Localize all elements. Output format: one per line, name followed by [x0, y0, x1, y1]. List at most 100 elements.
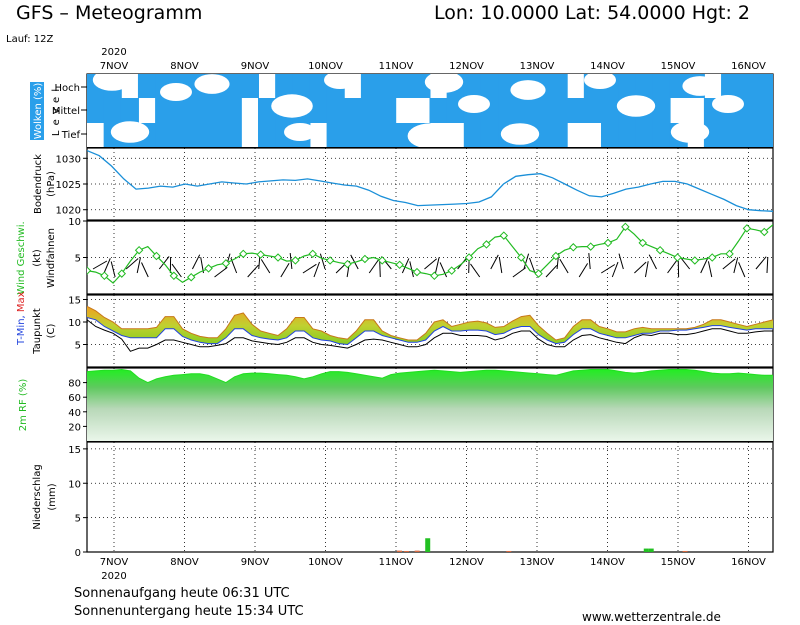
- wind-speed-point: [239, 249, 248, 259]
- wind-speed-point: [343, 259, 352, 269]
- wind-barb: [92, 260, 108, 270]
- date-label-top: 16NOV: [731, 61, 766, 72]
- wind-barb: [722, 258, 736, 270]
- pressure-tick-label: 1030: [56, 154, 81, 165]
- wind-barb: [158, 256, 170, 270]
- cloud-cell-tief: [652, 123, 671, 147]
- humidity-layer: [87, 368, 773, 441]
- tmin-line: [87, 317, 773, 346]
- temperature-axis-label: T-Min, Max: [16, 291, 27, 346]
- sunrise-info: Sonnenaufgang heute 06:31 UTC: [74, 586, 290, 601]
- wind-speed-point: [325, 256, 335, 265]
- cloud-cell-tief: [618, 123, 637, 147]
- wind-speed-point: [308, 249, 317, 259]
- wind-speed-point: [742, 224, 752, 233]
- wind-barb: [634, 261, 647, 274]
- cloud-cell-tief: [326, 123, 345, 147]
- cloud-gap: [271, 94, 313, 118]
- cloud-cover-layer: [87, 74, 773, 147]
- cloud-cell-hoch: [480, 74, 500, 98]
- cloud-cell-mittel: [172, 98, 191, 123]
- cloud-gap: [194, 74, 230, 94]
- precip-bar: [506, 550, 512, 552]
- temperature-range-area: [87, 306, 773, 345]
- wind-barb: [755, 256, 767, 270]
- temp-tick-label: 10: [68, 318, 81, 329]
- panel-frame-precip: [86, 441, 774, 553]
- wind-barb: [125, 258, 139, 270]
- temp-tick-label: 5: [75, 341, 81, 352]
- wind-speed-point: [395, 260, 404, 270]
- cloud-cell-mittel: [755, 98, 773, 123]
- wind-barb: [302, 263, 317, 274]
- wind-barb: [611, 261, 619, 278]
- wind-speed-point: [291, 256, 300, 265]
- cloud-gap: [500, 123, 540, 145]
- date-label-bottom: 9NOV: [241, 557, 270, 568]
- source-website: www.wetterzentrale.de: [582, 610, 721, 624]
- wind-layer: [87, 222, 773, 284]
- wind-barb: [214, 267, 228, 278]
- wind-speed-point: [100, 271, 109, 280]
- wind-barb: [435, 257, 440, 274]
- tmax-label: Max: [16, 291, 27, 315]
- date-label-top: 14NOV: [590, 61, 625, 72]
- cloud-cell-tief: [601, 123, 620, 147]
- wind-speed-point: [464, 253, 474, 262]
- wind-tick-label: 10: [68, 217, 81, 228]
- location-coordinates: Lon: 10.0000 Lat: 54.0000 Hgt: 2: [434, 2, 751, 24]
- wind-speed-point: [603, 238, 613, 248]
- cloud-cell-mittel: [223, 98, 242, 123]
- wind-barb: [171, 263, 182, 278]
- wind-barb: [191, 254, 201, 270]
- cloud-cell-tief: [463, 123, 482, 147]
- cloud-cell-tief: [755, 123, 773, 147]
- date-label-bottom: 14NOV: [590, 557, 625, 568]
- cloud-cell-hoch: [738, 74, 757, 98]
- precip-tick-label: 15: [68, 445, 81, 456]
- sunset-info: Sonnenuntergang heute 15:34 UTC: [74, 604, 304, 619]
- cloud-cell-hoch: [395, 74, 414, 98]
- rh-tick-label: 80: [68, 379, 81, 390]
- wind-barb: [439, 262, 448, 278]
- wind-barb: [588, 253, 591, 270]
- cloud-cell-mittel: [429, 98, 448, 123]
- date-label-bottom: 11NOV: [379, 557, 414, 568]
- wind-barb: [319, 253, 326, 270]
- wind-speed-point: [256, 250, 265, 259]
- pressure-axis-label: Bodendruck: [33, 154, 44, 214]
- wind-barb: [618, 253, 624, 270]
- cloud-cell-hoch: [755, 74, 773, 98]
- wind-speed-point: [760, 227, 769, 237]
- wind-barb: [498, 257, 503, 274]
- cloud-cell-hoch: [635, 74, 654, 98]
- cloud-level-hoch: Hoch: [55, 83, 80, 94]
- cloud-cell-mittel: [498, 98, 517, 123]
- precip-tick-label: 10: [68, 479, 81, 490]
- wind-barb: [559, 259, 569, 274]
- wind-speed-point: [377, 256, 387, 265]
- cloud-gap: [92, 74, 132, 91]
- wind-speed-point: [412, 267, 422, 277]
- wind-barb: [600, 264, 616, 274]
- wind-barb: [470, 263, 481, 278]
- precip-bar: [425, 538, 431, 552]
- precip-bar: [414, 550, 420, 552]
- date-label-top: 7NOV: [100, 61, 129, 72]
- wind-barb: [247, 264, 259, 278]
- wind-barb: [648, 254, 657, 270]
- cloud-axis-label: Wolken (%): [33, 83, 44, 140]
- precip-tick-label: 5: [75, 514, 81, 525]
- wind-speed-label: Wind Geschwi.: [16, 221, 27, 294]
- cloud-gap: [682, 76, 718, 96]
- cloud-cell-tief: [738, 123, 757, 147]
- cloud-cell-tief: [155, 123, 174, 147]
- wind-speed-point: [586, 242, 595, 251]
- precip-unit-label: (mm): [47, 483, 58, 510]
- cloud-gap: [510, 80, 546, 100]
- date-label-bottom: 12NOV: [449, 557, 484, 568]
- date-label-bottom: 16NOV: [731, 557, 766, 568]
- cloud-cell-tief: [549, 123, 568, 147]
- cloud-cell-hoch: [360, 74, 380, 98]
